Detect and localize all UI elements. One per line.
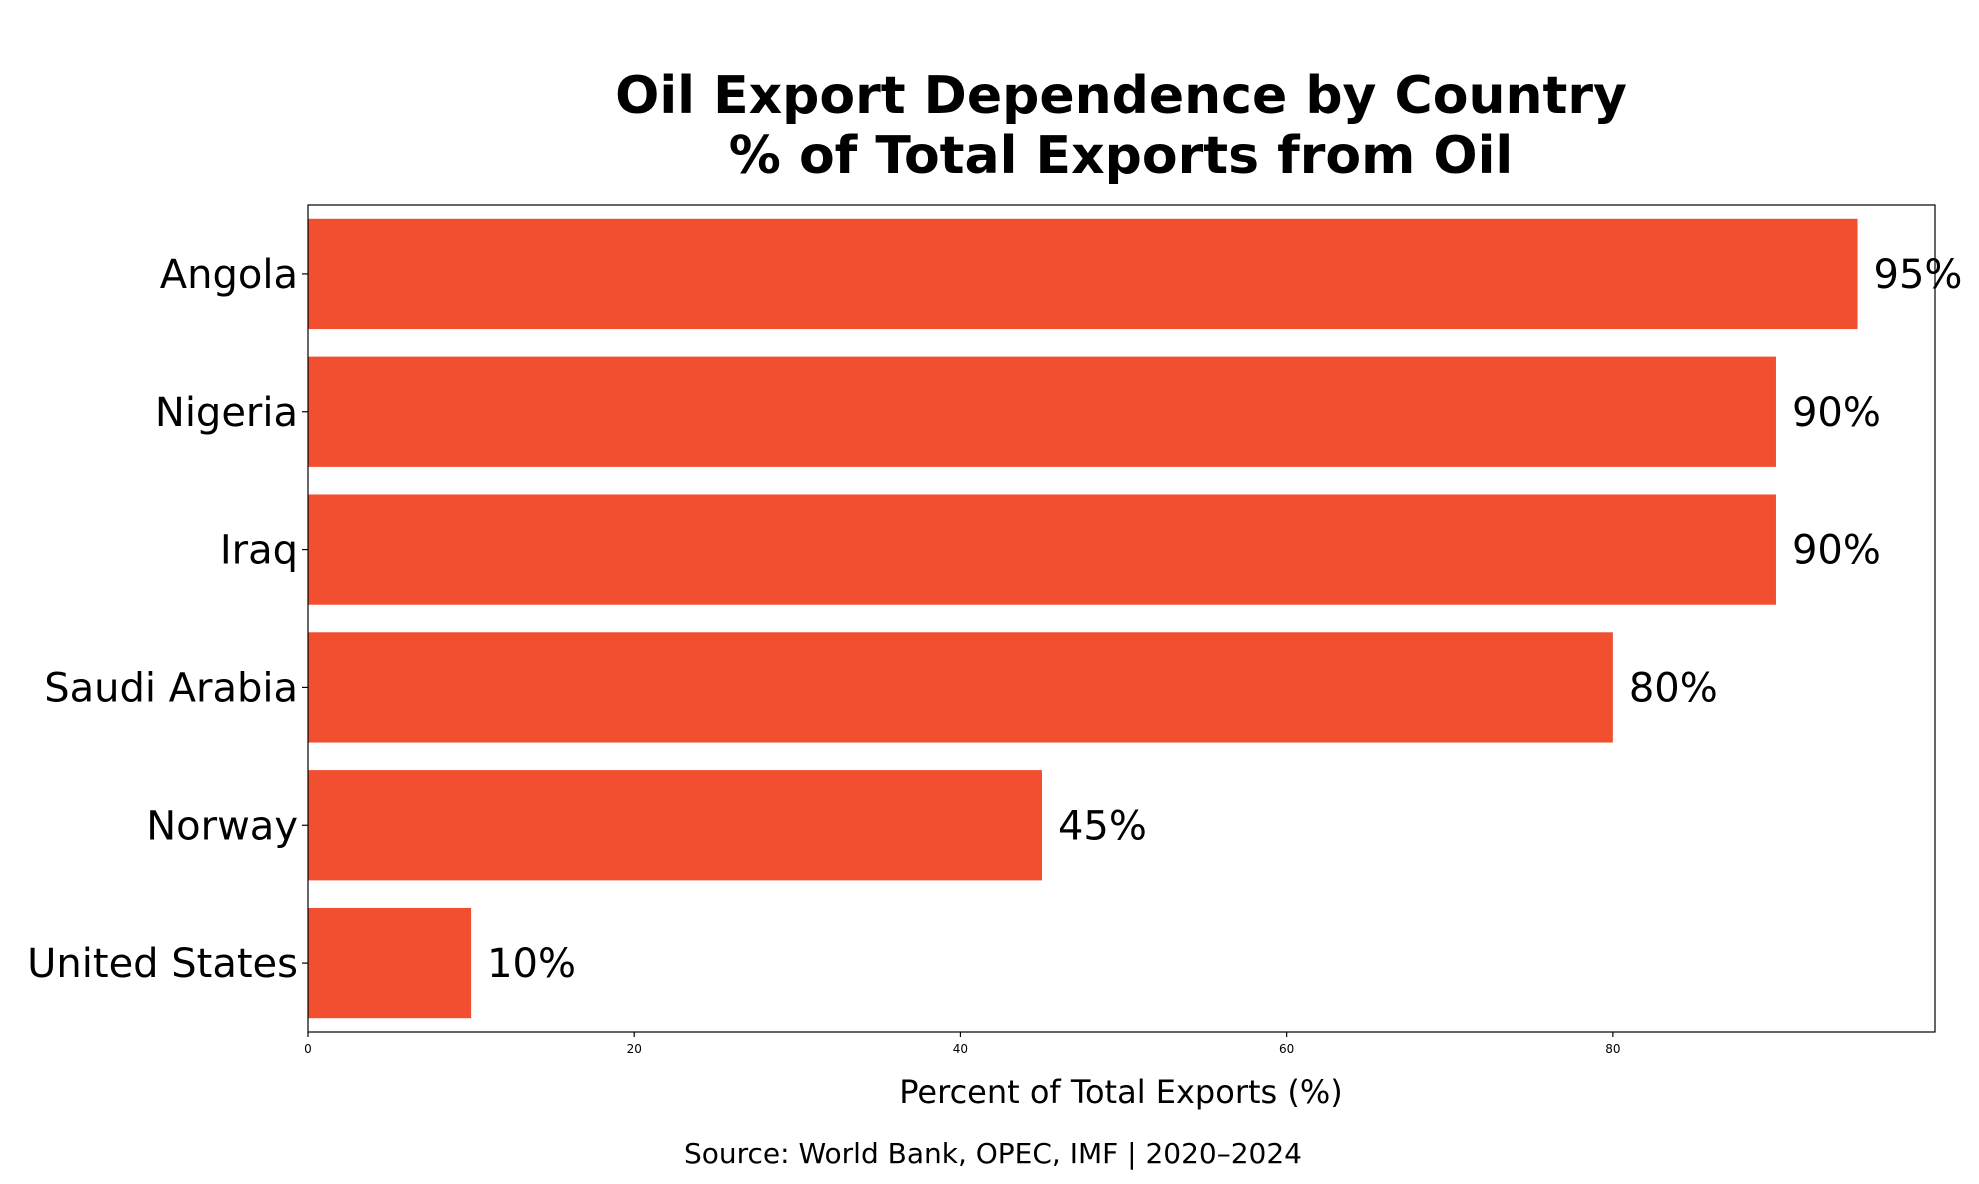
bar-iraq <box>308 494 1776 605</box>
source-note: Source: World Bank, OPEC, IMF | 2020–202… <box>684 1137 1302 1170</box>
bar-united-states <box>308 907 472 1019</box>
x-tick-label: 40 <box>953 1042 968 1056</box>
bar-norway <box>308 770 1042 881</box>
category-labels-group: Angola Nigeria Iraq Saudi Arabia Norway Unite… <box>27 252 308 987</box>
data-label: 95% <box>1874 252 1963 298</box>
category-label: Norway <box>146 803 298 849</box>
x-ticks-group: 0 20 40 60 80 <box>304 1032 1621 1056</box>
x-tick-label: 80 <box>1605 1042 1620 1056</box>
bar-angola <box>308 218 1858 330</box>
x-tick-label: 0 <box>304 1042 312 1056</box>
data-label: 80% <box>1629 665 1718 711</box>
category-label: Angola <box>160 252 298 298</box>
category-label: Iraq <box>220 528 298 574</box>
bar-saudi-arabia <box>308 632 1613 743</box>
plot-area-frame <box>307 204 1936 1033</box>
data-label: 90% <box>1792 390 1881 436</box>
chart-title: Oil Export Dependence by Country <box>615 66 1627 126</box>
category-label: Saudi Arabia <box>44 665 298 711</box>
bar-nigeria <box>308 356 1776 467</box>
data-label: 45% <box>1058 803 1147 849</box>
bars-group <box>308 218 1858 1019</box>
category-label: United States <box>27 941 298 987</box>
data-label: 10% <box>487 941 576 987</box>
x-axis-label: Percent of Total Exports (%) <box>899 1073 1342 1111</box>
data-label: 90% <box>1792 528 1881 574</box>
x-tick-label: 60 <box>1279 1042 1294 1056</box>
x-tick-label: 20 <box>627 1042 642 1056</box>
chart-subtitle: % of Total Exports from Oil <box>729 126 1514 186</box>
data-labels-group: 95% 90% 90% 80% 45% 10% <box>487 252 1962 987</box>
category-label: Nigeria <box>155 390 298 436</box>
